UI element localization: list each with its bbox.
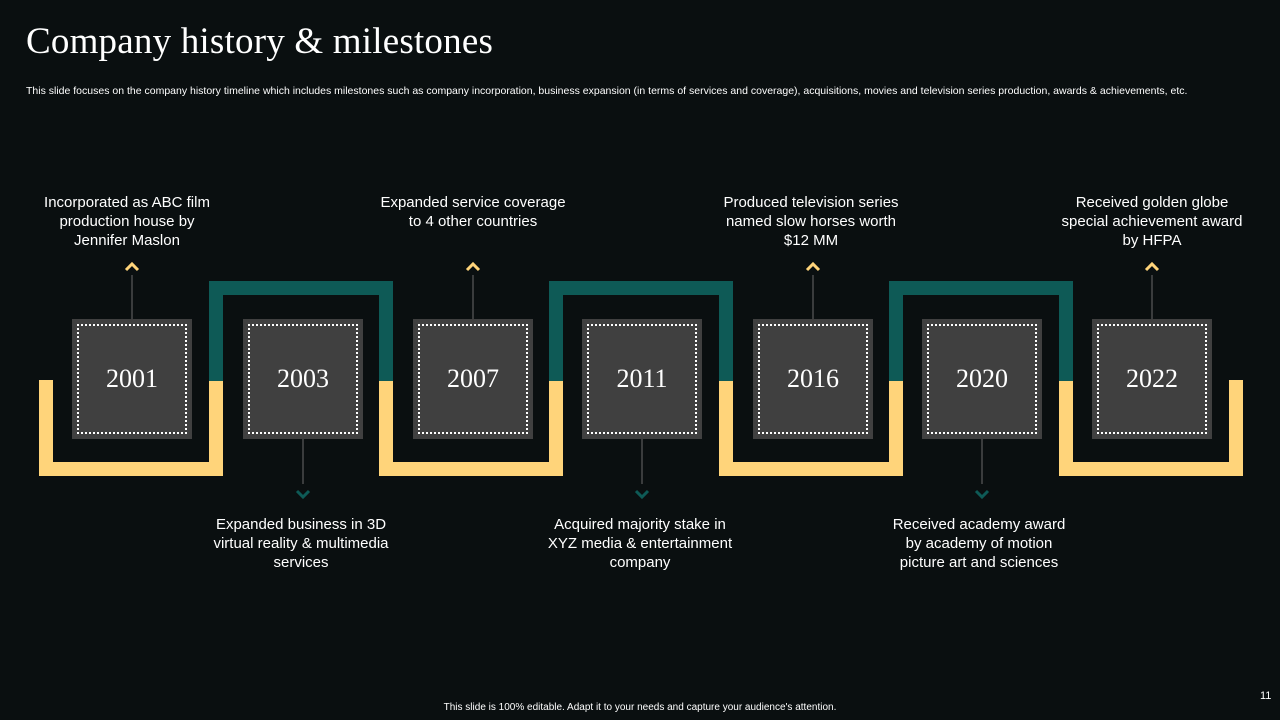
track-segment-teal bbox=[889, 281, 903, 381]
track-segment-teal bbox=[549, 281, 563, 381]
milestone-description-2003: Expanded business in 3D virtual reality … bbox=[213, 516, 389, 571]
milestone-description-2007: Expanded service coverage to 4 other cou… bbox=[380, 194, 566, 230]
track-segment-teal bbox=[719, 281, 733, 381]
milestone-year: 2007 bbox=[447, 364, 499, 393]
page-title: Company history & milestones bbox=[26, 21, 494, 62]
track-segment-yellow bbox=[209, 380, 223, 476]
milestone-card-2020: 2020 bbox=[922, 319, 1042, 439]
milestone-description-2016: Produced television series named slow ho… bbox=[723, 194, 899, 249]
chevron-down-icon bbox=[974, 489, 990, 500]
chevron-down-icon bbox=[634, 489, 650, 500]
track-segment-yellow bbox=[719, 380, 733, 476]
milestone-description-2020: Received academy award by academy of mot… bbox=[892, 516, 1066, 571]
footer-note: This slide is 100% editable. Adapt it to… bbox=[443, 702, 837, 713]
milestone-card-2001: 2001 bbox=[72, 319, 192, 439]
milestone-card-2007: 2007 bbox=[413, 319, 533, 439]
milestone-year: 2016 bbox=[787, 364, 839, 393]
milestone-card-2011: 2011 bbox=[582, 319, 702, 439]
page-subtitle: This slide focuses on the company histor… bbox=[26, 85, 1188, 97]
track-segment-teal bbox=[379, 281, 393, 381]
track-segment-teal bbox=[889, 281, 1073, 295]
milestone-year: 2003 bbox=[277, 364, 329, 393]
milestone-year: 2020 bbox=[956, 364, 1008, 393]
track-segment-yellow bbox=[39, 462, 223, 476]
track-segment-teal bbox=[209, 281, 223, 381]
track-segment-yellow bbox=[1059, 462, 1243, 476]
milestone-card-2022: 2022 bbox=[1092, 319, 1212, 439]
track-segment-teal bbox=[549, 281, 733, 295]
track-segment-yellow bbox=[719, 462, 903, 476]
track-segment-yellow bbox=[379, 462, 563, 476]
chevron-up-icon bbox=[124, 261, 140, 272]
milestone-card-2003: 2003 bbox=[243, 319, 363, 439]
milestone-year: 2022 bbox=[1126, 364, 1178, 393]
track-segment-yellow bbox=[549, 380, 563, 476]
page-number: 11 bbox=[1260, 690, 1272, 702]
chevron-up-icon bbox=[465, 261, 481, 272]
milestone-card-2016: 2016 bbox=[753, 319, 873, 439]
chevron-up-icon bbox=[805, 261, 821, 272]
track-segment-yellow bbox=[889, 380, 903, 476]
milestone-description-2022: Received golden globe special achievemen… bbox=[1061, 194, 1243, 249]
track-segment-yellow bbox=[1059, 380, 1073, 476]
milestone-year: 2001 bbox=[106, 364, 158, 393]
milestone-description-2011: Acquired majority stake in XYZ media & e… bbox=[547, 516, 733, 571]
track-segment-yellow bbox=[379, 380, 393, 476]
milestone-year: 2011 bbox=[616, 364, 668, 393]
chevron-up-icon bbox=[1144, 261, 1160, 272]
milestone-description-2001: Incorporated as ABC film production hous… bbox=[44, 194, 210, 249]
chevron-down-icon bbox=[295, 489, 311, 500]
track-segment-yellow bbox=[1229, 380, 1243, 476]
track-segment-yellow bbox=[39, 380, 53, 476]
track-segment-teal bbox=[1059, 281, 1073, 381]
track-segment-teal bbox=[209, 281, 393, 295]
